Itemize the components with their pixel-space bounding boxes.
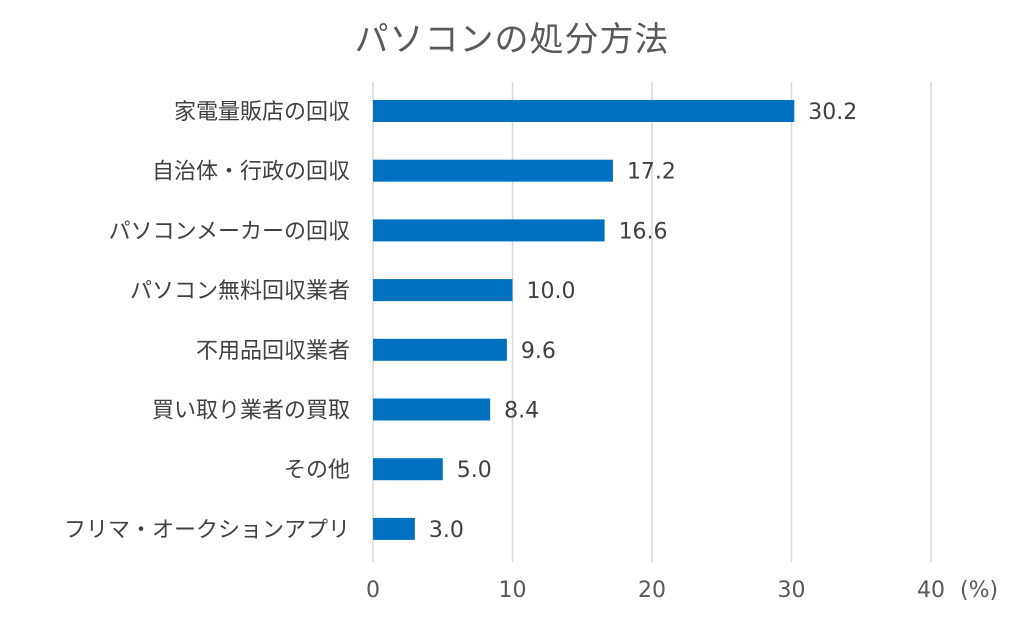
labels: 0 10 20 30 40 (%) 家電量販店の回収 30.2 自治体・行政の回収 17.2 パソコ… — [64, 100, 998, 603]
x-tick-label: 20 — [638, 578, 666, 603]
data-label: 17.2 — [627, 160, 676, 185]
bar — [373, 219, 605, 242]
x-unit-label: (%) — [960, 578, 998, 603]
data-label: 10.0 — [527, 279, 576, 304]
data-label: 30.2 — [808, 100, 857, 125]
data-label: 3.0 — [429, 518, 464, 543]
bar — [373, 398, 491, 421]
x-tick-label: 30 — [778, 578, 806, 603]
chart-title: パソコンの処分方法 — [354, 20, 670, 60]
x-tick-label: 40 — [917, 578, 945, 603]
gridlines — [372, 82, 932, 562]
category-label: パソコンメーカーの回収 — [109, 219, 350, 244]
bar — [373, 159, 613, 182]
data-label: 16.6 — [619, 219, 668, 244]
category-label: 買い取り業者の買取 — [152, 399, 350, 424]
category-label: 家電量販店の回収 — [174, 100, 350, 125]
category-label: 自治体・行政の回収 — [152, 160, 350, 185]
data-label: 8.4 — [504, 399, 539, 424]
bar — [373, 100, 795, 122]
data-label: 9.6 — [521, 339, 556, 364]
bar — [373, 517, 415, 540]
category-label: パソコン無料回収業者 — [130, 279, 350, 304]
data-label: 5.0 — [457, 458, 492, 483]
x-tick-label: 0 — [366, 578, 380, 603]
bar — [373, 458, 443, 481]
bar — [373, 338, 507, 361]
bar — [373, 279, 513, 302]
category-label: その他 — [284, 458, 350, 483]
category-label: 不用品回収業者 — [196, 339, 350, 364]
bars — [373, 100, 795, 540]
x-tick-label: 10 — [499, 578, 527, 603]
category-label: フリマ・オークションアプリ — [64, 518, 350, 543]
